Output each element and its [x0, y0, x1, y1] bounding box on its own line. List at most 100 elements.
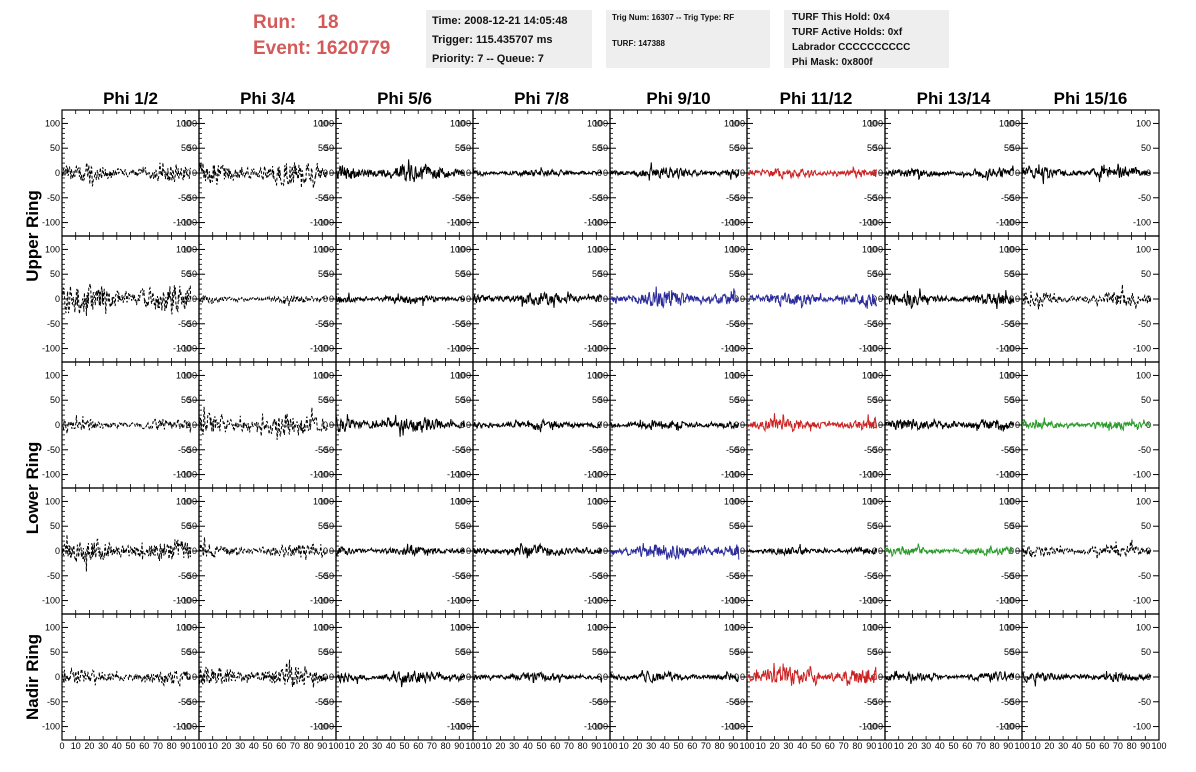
waveform-trace: [884, 543, 1015, 558]
waveform-trace: [198, 537, 329, 561]
x-tick-label: 40: [1072, 741, 1082, 751]
x-tick-label: 100: [877, 741, 892, 751]
x-tick-label: 20: [84, 741, 94, 751]
y-tick-label: -100: [584, 722, 602, 732]
waveform-trace: [746, 413, 878, 433]
labrador-text: Labrador CCCCCCCCCC: [792, 42, 911, 53]
ring-label: Nadir Ring: [23, 634, 42, 720]
y-tick-label: -100: [859, 596, 877, 606]
y-tick-label: 50: [867, 647, 877, 657]
y-tick-label: -50: [732, 193, 745, 203]
y-tick-label: 100: [862, 370, 877, 380]
y-tick-label: -50: [726, 697, 739, 707]
y-tick-label: 0: [603, 294, 608, 304]
y-tick-label: -100: [316, 344, 334, 354]
y-tick-label: -50: [595, 445, 608, 455]
y-tick-label: 50: [324, 521, 334, 531]
event-value: 1620779: [316, 38, 391, 59]
x-tick-label: 30: [98, 741, 108, 751]
y-tick-label: 100: [862, 496, 877, 506]
x-tick-label: 90: [866, 741, 876, 751]
y-tick-label: -50: [1138, 445, 1151, 455]
y-tick-label: 0: [192, 672, 197, 682]
y-tick-label: 100: [1005, 496, 1020, 506]
y-tick-label: -100: [179, 218, 197, 228]
waveform-trace: [746, 165, 878, 180]
y-tick-label: 0: [597, 294, 602, 304]
x-tick-label: 100: [1151, 741, 1166, 751]
y-tick-label: 100: [456, 496, 471, 506]
y-tick-label: -100: [727, 218, 745, 228]
y-tick-label: 0: [329, 672, 334, 682]
x-tick-label: 70: [701, 741, 711, 751]
y-tick-label: -50: [315, 571, 328, 581]
y-tick-label: 50: [867, 143, 877, 153]
x-tick-label: 10: [756, 741, 766, 751]
y-tick-label: 50: [455, 269, 465, 279]
y-tick-label: -100: [727, 344, 745, 354]
x-tick-label: 30: [1058, 741, 1068, 751]
y-tick-label: 100: [730, 496, 745, 506]
y-tick-label: -100: [310, 470, 328, 480]
x-tick-label: 60: [962, 741, 972, 751]
waveform-trace: [335, 414, 466, 437]
waveform-trace: [61, 534, 192, 572]
y-tick-label: -100: [859, 722, 877, 732]
x-tick-label: 50: [399, 741, 409, 751]
y-tick-label: 50: [735, 395, 745, 405]
y-tick-label: -50: [321, 697, 334, 707]
y-tick-label: -50: [47, 571, 60, 581]
y-tick-label: 0: [603, 546, 608, 556]
y-tick-label: 100: [587, 244, 602, 254]
y-tick-label: -100: [865, 470, 883, 480]
y-tick-label: 100: [176, 496, 191, 506]
y-tick-label: -100: [310, 596, 328, 606]
trigger-text: Trigger: 115.435707 ms: [432, 34, 553, 46]
x-tick-label: 70: [290, 741, 300, 751]
x-tick-label: 100: [602, 741, 617, 751]
y-tick-label: 0: [603, 672, 608, 682]
y-tick-label: -100: [453, 218, 471, 228]
y-tick-label: -100: [310, 722, 328, 732]
y-tick-label: -50: [864, 571, 877, 581]
x-tick-label: 10: [71, 741, 81, 751]
y-tick-label: 100: [450, 244, 465, 254]
y-tick-label: 100: [45, 244, 60, 254]
phi-mask-text: Phi Mask: 0x800f: [792, 57, 873, 68]
x-tick-label: 40: [112, 741, 122, 751]
y-tick-label: 100: [593, 118, 608, 128]
waveform-trace: [472, 167, 603, 178]
y-tick-label: 0: [55, 546, 60, 556]
y-tick-label: 50: [1141, 143, 1151, 153]
y-tick-label: -50: [184, 319, 197, 329]
waveform-trace: [884, 417, 1015, 432]
y-tick-label: -100: [42, 596, 60, 606]
y-tick-label: -100: [1133, 218, 1151, 228]
y-tick-label: 50: [729, 521, 739, 531]
y-tick-label: 0: [329, 168, 334, 178]
y-tick-label: -50: [178, 319, 191, 329]
y-tick-label: -50: [321, 571, 334, 581]
x-tick-label: 50: [262, 741, 272, 751]
y-tick-label: 100: [456, 118, 471, 128]
y-tick-label: 0: [466, 294, 471, 304]
y-tick-label: 100: [730, 244, 745, 254]
y-tick-label: 0: [740, 672, 745, 682]
y-tick-label: -100: [727, 722, 745, 732]
y-tick-label: 100: [450, 496, 465, 506]
y-tick-label: 50: [318, 143, 328, 153]
y-tick-label: 50: [598, 647, 608, 657]
y-tick-label: 0: [55, 420, 60, 430]
y-tick-label: 50: [1141, 647, 1151, 657]
waveform-trace: [609, 669, 740, 684]
y-tick-label: 100: [176, 244, 191, 254]
y-tick-label: -100: [584, 470, 602, 480]
y-tick-label: 0: [1146, 294, 1151, 304]
y-tick-label: -50: [1001, 319, 1014, 329]
waveform-trace: [1021, 417, 1152, 432]
run-label: Run:: [253, 12, 297, 33]
x-tick-label: 20: [1044, 741, 1054, 751]
y-tick-label: -100: [584, 344, 602, 354]
y-tick-label: -50: [452, 193, 465, 203]
